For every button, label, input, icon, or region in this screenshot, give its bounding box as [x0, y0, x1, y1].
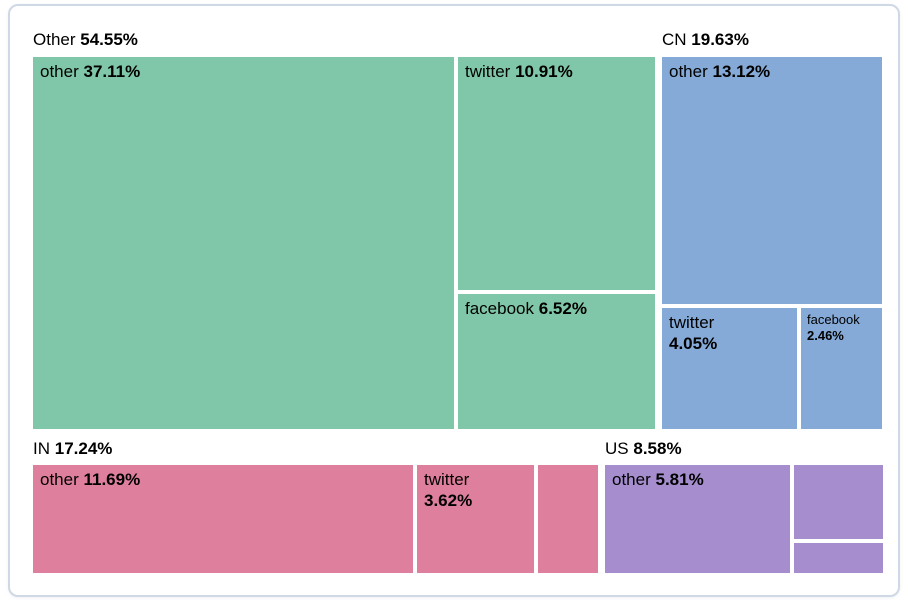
- group-name: US: [605, 439, 629, 458]
- group-name: Other: [33, 30, 76, 49]
- group-value: 8.58%: [633, 439, 682, 458]
- treemap-cell-in-twitter[interactable]: twitter 3.62%: [417, 465, 534, 573]
- group-name: IN: [33, 439, 50, 458]
- treemap-cell-cn-facebook[interactable]: facebook 2.46%: [801, 308, 882, 429]
- treemap-cell-other-other[interactable]: other 37.11%: [33, 57, 454, 429]
- treemap-cell-in-other[interactable]: other 11.69%: [33, 465, 413, 573]
- group-name: CN: [662, 30, 687, 49]
- treemap-cell-cn-twitter[interactable]: twitter 4.05%: [662, 308, 797, 429]
- treemap-cell-cn-other[interactable]: other 13.12%: [662, 57, 882, 304]
- treemap-cell-us-unlabeled-1[interactable]: [794, 465, 883, 539]
- group-label-in: IN 17.24%: [33, 439, 112, 459]
- group-label-other: Other 54.55%: [33, 30, 138, 50]
- treemap-cell-us-unlabeled-2[interactable]: [794, 543, 883, 573]
- group-value: 17.24%: [54, 439, 113, 458]
- treemap-cell-us-other[interactable]: other 5.81%: [605, 465, 790, 573]
- treemap-cell-other-facebook[interactable]: facebook 6.52%: [458, 294, 655, 429]
- group-label-cn: CN 19.63%: [662, 30, 749, 50]
- chart-card: Other 54.55% CN 19.63% IN 17.24% US 8.58…: [8, 4, 900, 597]
- treemap-cell-in-unlabeled[interactable]: [538, 465, 598, 573]
- treemap-cell-other-twitter[interactable]: twitter 10.91%: [458, 57, 655, 290]
- group-value: 19.63%: [691, 30, 749, 49]
- group-label-us: US 8.58%: [605, 439, 682, 459]
- group-value: 54.55%: [80, 30, 138, 49]
- treemap-chart: Other 54.55% CN 19.63% IN 17.24% US 8.58…: [10, 6, 898, 595]
